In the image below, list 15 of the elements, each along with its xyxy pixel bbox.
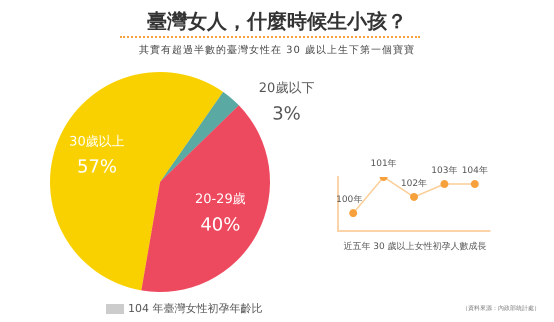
- data-label: 3%: [272, 103, 301, 124]
- category-label: 103年: [431, 166, 458, 176]
- chart-subtitle: 其實有超過半數的臺灣女性在 30 歲以上生下第一個寶寶: [138, 44, 416, 57]
- data-label: 40%: [200, 214, 240, 236]
- category-label: 104年: [462, 166, 488, 176]
- slice-label: 30歲以上: [69, 134, 125, 150]
- text: 104 年臺灣女性初孕年齡比: [128, 301, 262, 316]
- chart-title: 臺灣女人，什麼時候生小孩？: [146, 8, 408, 35]
- category-label: 100年: [336, 195, 362, 206]
- slice-label: 20-29歲: [194, 192, 246, 208]
- category-label: 101年: [370, 159, 397, 169]
- slice-label: 20歲以下: [258, 81, 314, 96]
- x-axis-title: 近五年 30 歲以上女性初孕人數成長: [342, 240, 488, 253]
- category-label: 102年: [400, 178, 428, 189]
- data-label: 57%: [76, 156, 117, 178]
